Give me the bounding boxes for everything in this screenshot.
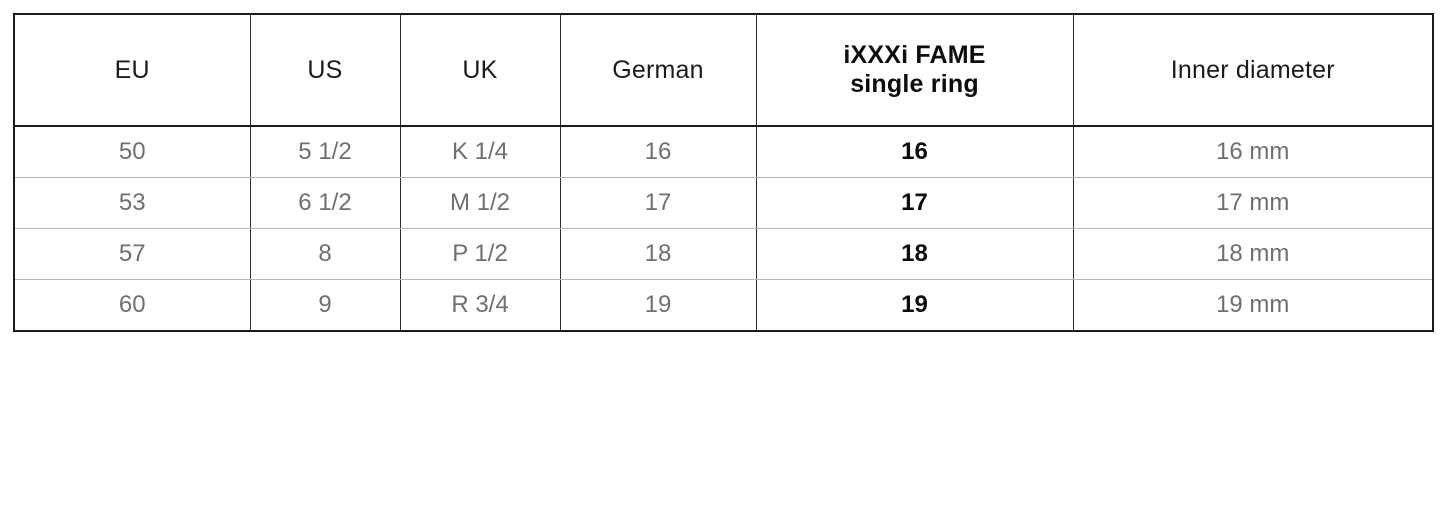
column-header-uk: UK — [400, 14, 561, 127]
column-header-eu: EU — [14, 14, 251, 127]
column-header-us: US — [250, 14, 401, 127]
cell-inner-diameter: 16 mm — [1073, 126, 1433, 178]
table-row: 53 6 1/2 M 1/2 17 17 17 mm — [14, 177, 1433, 229]
cell-eu: 60 — [14, 279, 251, 331]
table-row: 50 5 1/2 K 1/4 16 16 16 mm — [14, 126, 1433, 178]
cell-german: 19 — [560, 279, 757, 331]
cell-inner-diameter: 17 mm — [1073, 177, 1433, 229]
cell-fame: 16 — [756, 126, 1074, 178]
cell-eu: 53 — [14, 177, 251, 229]
cell-inner-diameter: 19 mm — [1216, 291, 1290, 318]
table-header: EU US UK German iXXXi FAME single ring I… — [14, 14, 1433, 127]
cell-fame: 18 — [756, 228, 1074, 280]
cell-us: 9 — [250, 279, 401, 331]
cell-german: 17 — [560, 177, 757, 229]
column-header-ixxxi-fame-single-ring: iXXXi FAME single ring — [756, 14, 1074, 127]
table-body: 50 5 1/2 K 1/4 16 16 16 mm 53 6 1/2 M 1/… — [14, 126, 1433, 331]
cell-eu: 57 — [14, 228, 251, 280]
cell-uk: K 1/4 — [400, 126, 561, 178]
cell-fame: 19 — [756, 279, 1074, 331]
table-row: 57 8 P 1/2 18 18 18 mm — [14, 228, 1433, 280]
cell-us: 6 1/2 — [250, 177, 401, 229]
cell-us: 5 1/2 — [250, 126, 401, 178]
header-row: EU US UK German iXXXi FAME single ring I… — [14, 14, 1433, 127]
cell-uk: R 3/4 — [400, 279, 561, 331]
cell-inner-diameter: 18 mm — [1073, 228, 1433, 280]
cell-us: 8 — [250, 228, 401, 280]
column-header-fame-line2: single ring — [850, 70, 979, 98]
cell-uk: P 1/2 — [400, 228, 561, 280]
cell-german: 16 — [560, 126, 757, 178]
column-header-inner-diameter: Inner diameter — [1073, 14, 1433, 127]
ring-size-table-container: EU US UK German iXXXi FAME single ring I… — [13, 13, 1434, 333]
cell-german: 18 — [560, 228, 757, 280]
cell-eu: 50 — [14, 126, 251, 178]
column-header-fame-line1: iXXXi FAME — [843, 40, 986, 69]
ring-size-conversion-table: EU US UK German iXXXi FAME single ring I… — [13, 13, 1434, 332]
column-header-german: German — [560, 14, 757, 127]
table-row: 60 9 R 3/4 19 19 19 mm — [14, 279, 1433, 331]
cell-uk: M 1/2 — [400, 177, 561, 229]
cell-fame: 17 — [756, 177, 1074, 229]
